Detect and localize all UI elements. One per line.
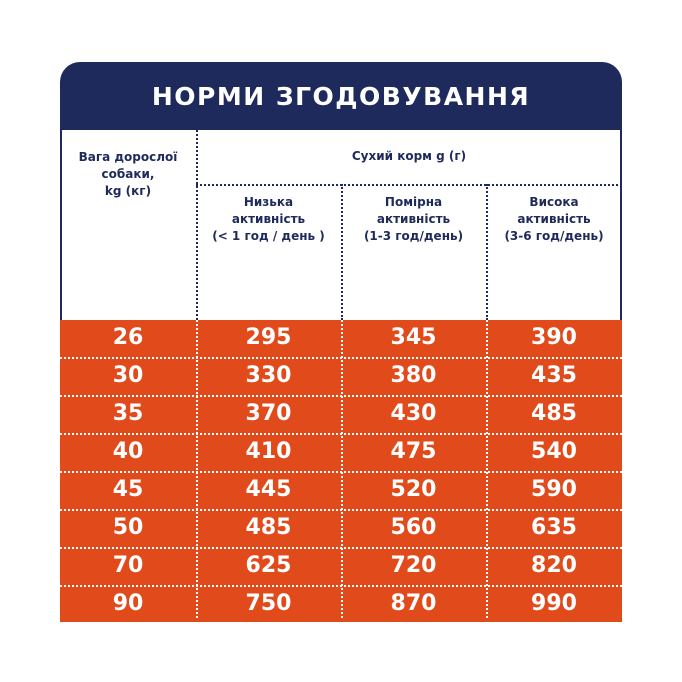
cell: 30 [112,363,144,388]
cell: 26 [112,325,144,350]
column-header: Низька [243,195,294,209]
cell: 540 [531,439,577,464]
divider [196,320,198,618]
cell: 330 [245,363,292,388]
divider [196,184,622,186]
group-header: Сухий корм g (г) [351,149,467,163]
divider [60,357,622,359]
divider [60,509,622,511]
column-header: активність [517,212,591,226]
cell: 870 [390,591,437,616]
column-header: (1-3 год/день) [363,229,464,243]
column-header: Помірна [384,195,443,209]
cell: 590 [531,477,577,502]
cell: 435 [531,363,577,388]
cell: 820 [531,553,577,578]
title: НОРМИ ЗГОДОВУВАННЯ [151,81,531,111]
cell: 40 [112,439,144,464]
column-header: (3-6 год/день) [504,229,604,243]
divider [60,471,622,473]
cell: 750 [245,591,292,616]
cell: 635 [531,515,577,540]
cell: 485 [531,401,577,426]
divider [341,320,343,618]
cell: 990 [531,591,577,616]
cell: 520 [390,477,437,502]
divider [60,395,622,397]
divider [486,184,488,320]
cell: 45 [112,477,144,502]
cell: 560 [390,515,437,540]
cell: 445 [245,477,292,502]
divider [486,320,488,618]
divider [196,130,198,320]
cell: 70 [112,553,144,578]
cell: 345 [390,325,437,350]
cell: 485 [245,515,292,540]
cell: 625 [245,553,292,578]
cell: 90 [112,591,144,616]
column-header: Висока [529,195,579,209]
cell: 720 [390,553,437,578]
cell: 50 [112,515,144,540]
column-header: (< 1 год / день ) [212,229,325,243]
cell: 295 [245,325,292,350]
cell: 475 [390,439,437,464]
cell: 410 [245,439,292,464]
weight-header: kg (кг) [104,184,152,198]
divider [60,547,622,549]
weight-header: собаки, [101,167,155,181]
cell: 370 [245,401,292,426]
cell: 380 [390,363,437,388]
weight-header: Вага дорослої [78,150,178,164]
divider [60,433,622,435]
divider [60,585,622,587]
cell: 430 [390,401,437,426]
title-bar: НОРМИ ЗГОДОВУВАННЯ [60,62,622,130]
cell: 390 [531,325,577,350]
divider [341,184,343,320]
cell: 35 [112,401,144,426]
column-header: активність [376,212,451,226]
column-header: активність [231,212,306,226]
